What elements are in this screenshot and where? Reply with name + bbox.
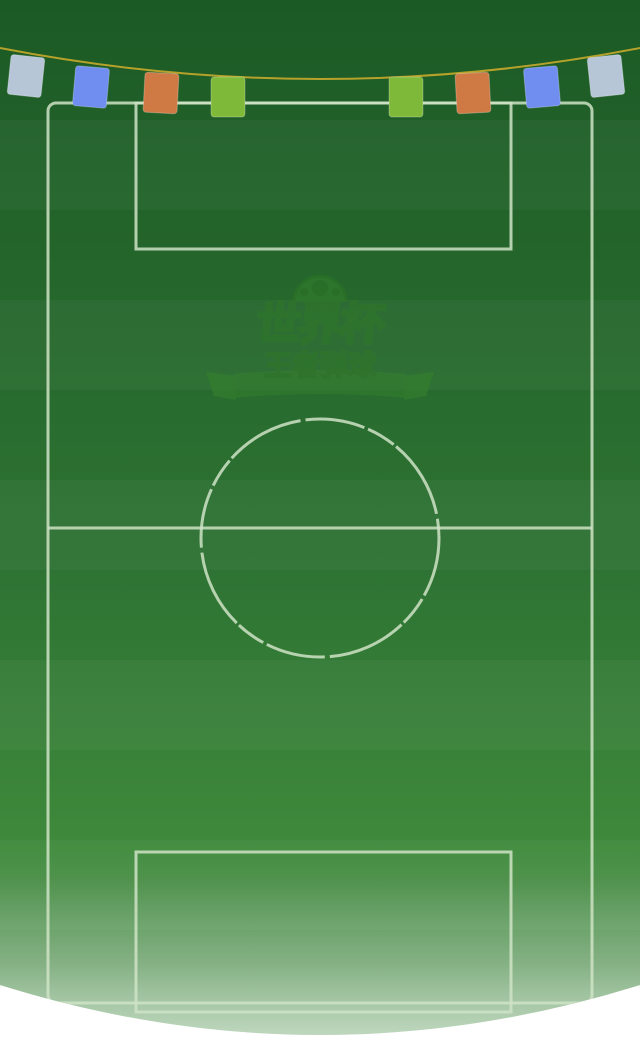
game-logo: 世界杯 王者弹球 xyxy=(200,258,440,408)
logo-subtitle: 王者弹球 xyxy=(263,348,377,383)
top-penalty-box xyxy=(134,101,513,251)
bunting-flag xyxy=(210,76,246,118)
soccer-ball-icon xyxy=(292,274,348,302)
logo-title: 世界杯 xyxy=(252,298,386,352)
center-circle xyxy=(199,417,441,659)
bunting-flag xyxy=(454,71,492,115)
bunting-flag xyxy=(142,71,180,115)
bunting-flag xyxy=(6,54,46,98)
flag-string xyxy=(0,47,640,80)
logo-ribbon xyxy=(206,370,434,400)
bunting-flag xyxy=(586,54,626,98)
bunting-flag xyxy=(523,65,561,109)
bottom-penalty-box xyxy=(134,850,513,1014)
bunting-flag xyxy=(388,76,424,118)
bunting-flags xyxy=(6,54,626,118)
bunting-flag xyxy=(72,65,110,109)
